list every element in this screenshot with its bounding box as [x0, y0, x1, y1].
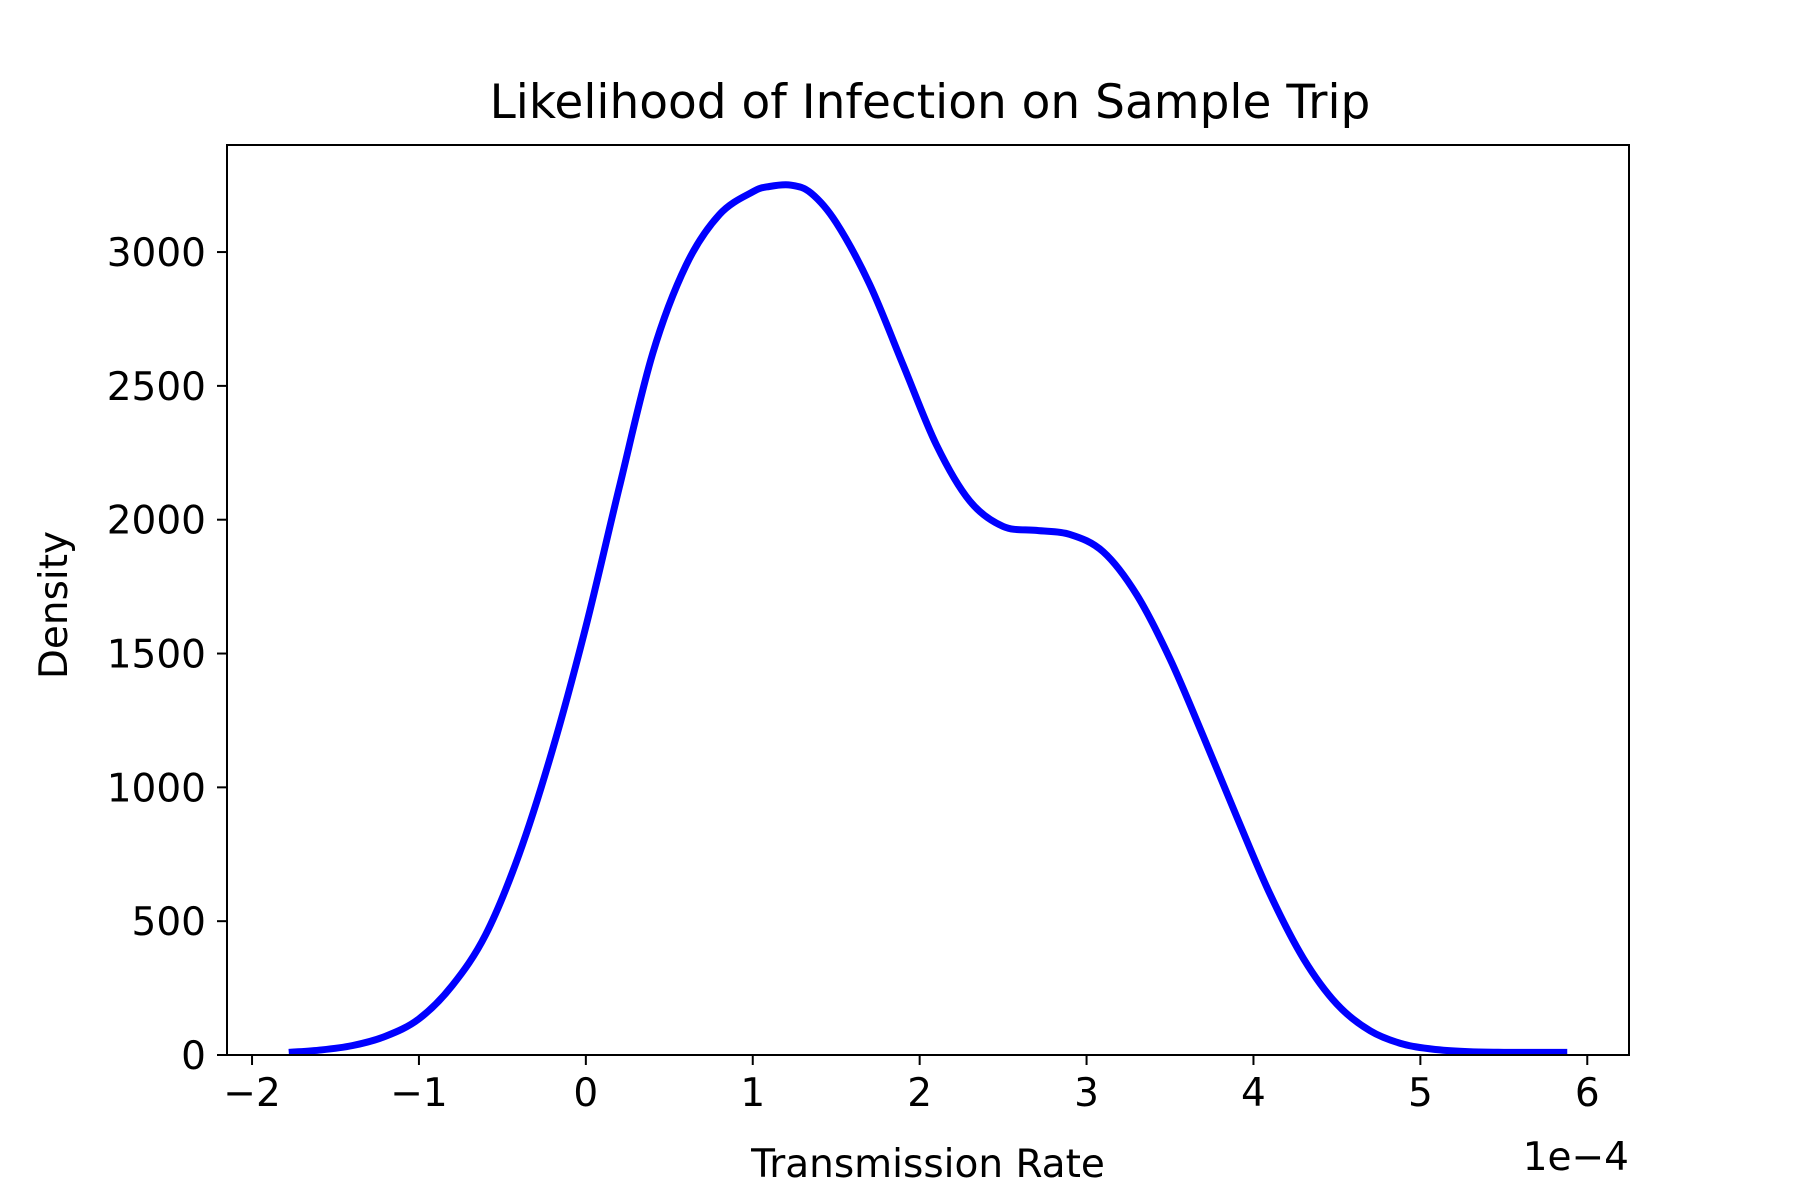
x-tick-label: 0 [573, 1071, 598, 1116]
chart-title: Likelihood of Infection on Sample Trip [490, 75, 1371, 130]
x-axis-offset-label: 1e−4 [1523, 1135, 1629, 1180]
y-axis: 0 500 1000 1500 2000 2500 3000 [107, 231, 227, 1079]
x-tick-label: 6 [1575, 1071, 1600, 1116]
y-tick-label: 2500 [107, 365, 206, 410]
plot-area [288, 181, 1568, 1056]
y-axis-label: Density [32, 531, 77, 679]
x-tick-label: 5 [1408, 1071, 1433, 1116]
y-tick-label: 500 [132, 900, 206, 945]
x-tick-label: 3 [1074, 1071, 1099, 1116]
x-tick-label: 2 [907, 1071, 932, 1116]
plot-frame [226, 144, 1630, 1056]
x-axis-label: Transmission Rate [750, 1142, 1105, 1187]
y-tick-label: 1000 [107, 766, 206, 811]
x-tick-label: −2 [223, 1071, 281, 1116]
x-tick-label: 1 [740, 1071, 765, 1116]
x-axis: −2 −1 0 1 2 3 4 5 6 [223, 1055, 1600, 1116]
y-tick-label: 1500 [107, 633, 206, 678]
y-tick-label: 2000 [107, 499, 206, 544]
y-tick-label: 0 [181, 1034, 206, 1079]
x-tick-label: −1 [390, 1071, 448, 1116]
density-line [288, 181, 1568, 1056]
x-tick-label: 4 [1241, 1071, 1266, 1116]
y-tick-label: 3000 [107, 231, 206, 276]
